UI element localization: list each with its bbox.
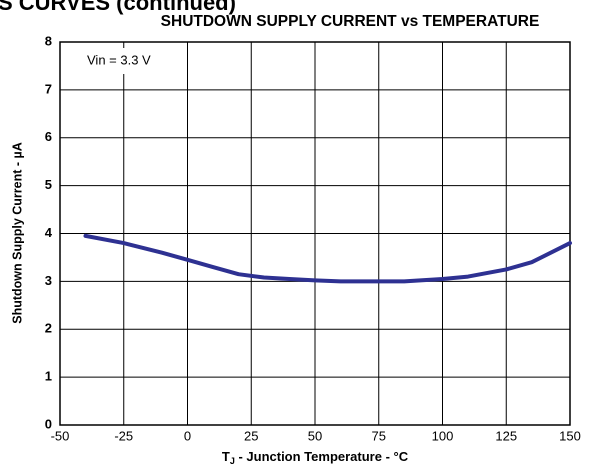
- y-tick-label: 1: [45, 369, 52, 384]
- y-tick-label: 2: [45, 321, 52, 336]
- plot-border: [59, 41, 571, 426]
- y-tick-label: 8: [45, 33, 52, 48]
- x-tick-label: 25: [244, 428, 258, 443]
- y-tick-label: 5: [45, 177, 52, 192]
- x-tick-label: -50: [51, 428, 70, 443]
- y-tick-label: 0: [45, 416, 52, 431]
- y-tick-label: 3: [45, 273, 52, 288]
- y-tick-label: 7: [45, 81, 52, 96]
- y-axis-label: Shutdown Supply Current - µA: [10, 142, 24, 324]
- x-tick-label: 125: [495, 428, 517, 443]
- x-tick-label: 100: [432, 428, 454, 443]
- x-label-rest: - Junction Temperature - °C: [235, 449, 409, 464]
- chart-title: SHUTDOWN SUPPLY CURRENT vs TEMPERATURE: [161, 13, 540, 30]
- x-tick-label: 75: [372, 428, 386, 443]
- annotation: Vin = 3.3 V: [87, 52, 151, 67]
- x-tick-label: 0: [184, 428, 191, 443]
- annotation-bg: [78, 48, 162, 74]
- x-label-sub: J: [230, 456, 235, 466]
- x-tick-label: -25: [114, 428, 133, 443]
- y-tick-label: 4: [45, 225, 53, 240]
- data-line: [83, 233, 572, 284]
- y-tick-label: 6: [45, 129, 52, 144]
- page-header: S CURVES (continued): [0, 0, 236, 15]
- x-tick-label: 50: [308, 428, 322, 443]
- x-axis-label: TJ - Junction Temperature - °C: [222, 449, 409, 466]
- x-label-main: T: [222, 449, 230, 464]
- x-tick-label: 150: [559, 428, 581, 443]
